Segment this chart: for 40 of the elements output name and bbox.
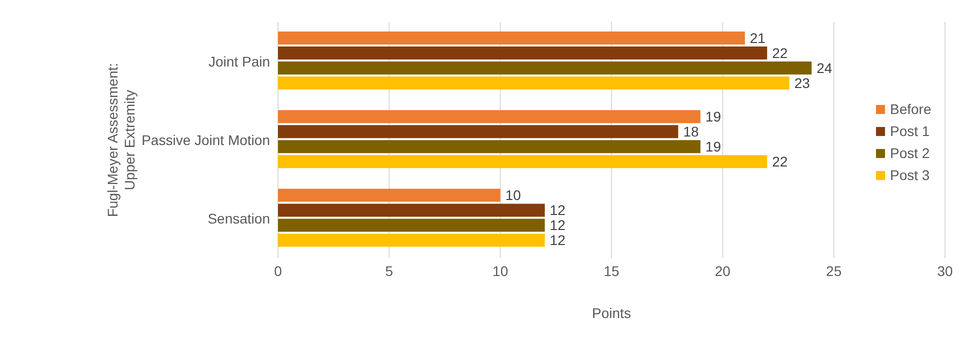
data-label: 18 — [683, 124, 699, 140]
bar — [278, 234, 545, 247]
data-label: 22 — [772, 154, 788, 170]
x-tick-label: 10 — [492, 262, 508, 279]
bar — [278, 140, 700, 154]
y-tick-label: Joint Pain — [208, 53, 270, 70]
bar — [278, 188, 500, 202]
bar — [278, 204, 545, 217]
data-label: 22 — [772, 44, 788, 61]
y-axis-title: Fugl-Meyer Assessment: Upper Extremity — [104, 62, 138, 218]
x-tick-label: 25 — [826, 262, 842, 279]
data-label: 19 — [705, 138, 722, 155]
x-tick-label: 15 — [604, 262, 620, 279]
data-label: 12 — [550, 232, 566, 248]
data-label: 24 — [816, 60, 832, 76]
x-tick-label: 5 — [385, 262, 394, 279]
data-label: 21 — [750, 30, 766, 46]
x-tick-label: 0 — [274, 262, 282, 279]
bar — [278, 31, 745, 44]
bar — [278, 125, 678, 138]
data-label: 23 — [794, 74, 810, 91]
data-label: 12 — [550, 202, 566, 218]
bar — [278, 61, 812, 74]
x-tick-label: 30 — [937, 262, 953, 279]
x-tick-label: 20 — [714, 262, 731, 279]
bar — [278, 46, 768, 60]
data-label: 19 — [705, 108, 722, 125]
bar — [278, 110, 700, 124]
bar — [278, 155, 768, 168]
bar — [278, 76, 790, 90]
legend-label: Post 1 — [890, 123, 930, 139]
y-tick-label: Sensation — [208, 210, 270, 227]
x-axis-title: Points — [592, 305, 631, 321]
bar — [278, 218, 545, 232]
y-tick-label: Passive Joint Motion — [142, 132, 270, 148]
data-label: 12 — [550, 217, 566, 234]
data-label: 10 — [505, 187, 522, 204]
legend-label: Before — [890, 101, 932, 117]
legend-label: Post 3 — [890, 167, 930, 183]
legend-label: Post 2 — [890, 145, 930, 161]
